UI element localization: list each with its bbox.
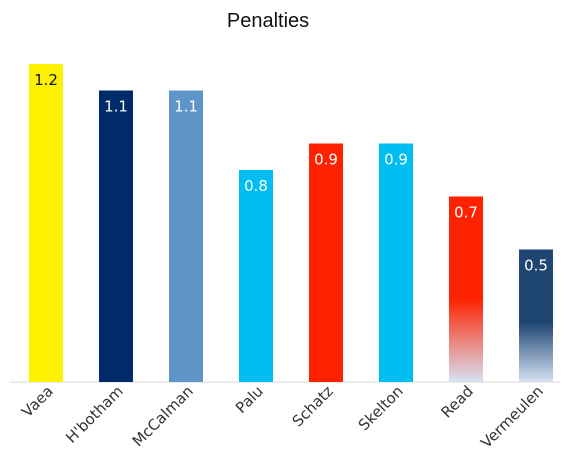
bar-mccalman	[169, 90, 203, 382]
x-tick-label-schatz: Schatz	[289, 382, 337, 430]
bar-vaea	[29, 64, 63, 382]
x-tick-label-palu: Palu	[232, 382, 267, 417]
bar-skelton	[379, 143, 413, 382]
value-labels-group: 1.2 1.1 1.1 0.8 0.9 0.9 0.7 0.5	[34, 71, 548, 275]
value-label-skelton: 0.9	[384, 151, 408, 169]
value-label-mccalman: 1.1	[174, 98, 198, 116]
bar-h-botham	[99, 90, 133, 382]
x-tick-label-h-botham: H'botham	[62, 382, 127, 447]
x-tick-label-skelton: Skelton	[355, 382, 407, 434]
x-tick-label-vaea: Vaea	[18, 382, 57, 421]
bars-group	[29, 64, 553, 382]
bar-read	[449, 196, 483, 382]
value-label-vaea: 1.2	[34, 71, 58, 89]
value-label-palu: 0.8	[244, 177, 268, 195]
value-label-h-botham: 1.1	[104, 98, 128, 116]
value-label-schatz: 0.9	[314, 151, 338, 169]
value-label-read: 0.7	[454, 204, 478, 222]
x-tick-label-vermeulen: Vermeulen	[477, 382, 547, 452]
bar-schatz	[309, 143, 343, 382]
value-label-vermeulen: 0.5	[524, 257, 548, 275]
x-tick-labels-group: Vaea H'botham McCalman Palu Schatz Skelton Rea…	[18, 382, 547, 452]
bar-palu	[239, 170, 273, 382]
x-tick-label-mccalman: McCalman	[129, 382, 197, 450]
x-tick-label-read: Read	[437, 382, 476, 421]
chart-title: Penalties	[227, 10, 309, 32]
bar-vermeulen	[519, 249, 553, 382]
